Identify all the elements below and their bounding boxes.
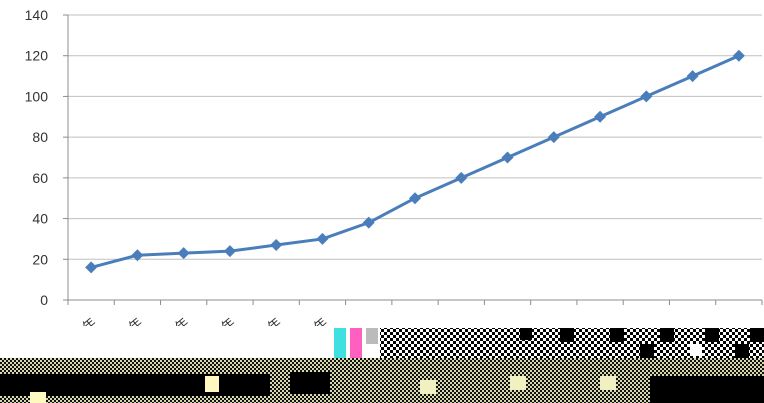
data-point [732, 49, 745, 62]
data-point [177, 247, 190, 260]
data-point [501, 151, 514, 164]
y-tick-label: 120 [25, 48, 49, 64]
data-point [455, 171, 468, 184]
corrupted-region [0, 326, 764, 403]
y-tick-label: 0 [40, 292, 48, 308]
data-point [547, 131, 560, 144]
series-group [85, 49, 745, 274]
data-point [270, 239, 283, 252]
data-point [594, 110, 607, 123]
data-point [640, 90, 653, 103]
y-tick-label: 140 [25, 7, 49, 23]
data-point [223, 245, 236, 258]
data-point [85, 261, 98, 274]
gridlines [68, 14, 762, 260]
y-tick-label: 40 [32, 211, 48, 227]
data-point [362, 216, 375, 229]
y-tick-label: 60 [32, 170, 48, 186]
series-line [90, 54, 740, 269]
data-point [686, 70, 699, 83]
y-axis: 0 20 40 60 80 100 120 140 [25, 7, 69, 308]
data-point [409, 192, 421, 205]
y-tick-label: 20 [32, 251, 48, 267]
data-point [316, 232, 329, 245]
y-tick-label: 80 [32, 129, 48, 145]
y-tick-label: 100 [25, 88, 49, 104]
data-point [131, 249, 144, 262]
